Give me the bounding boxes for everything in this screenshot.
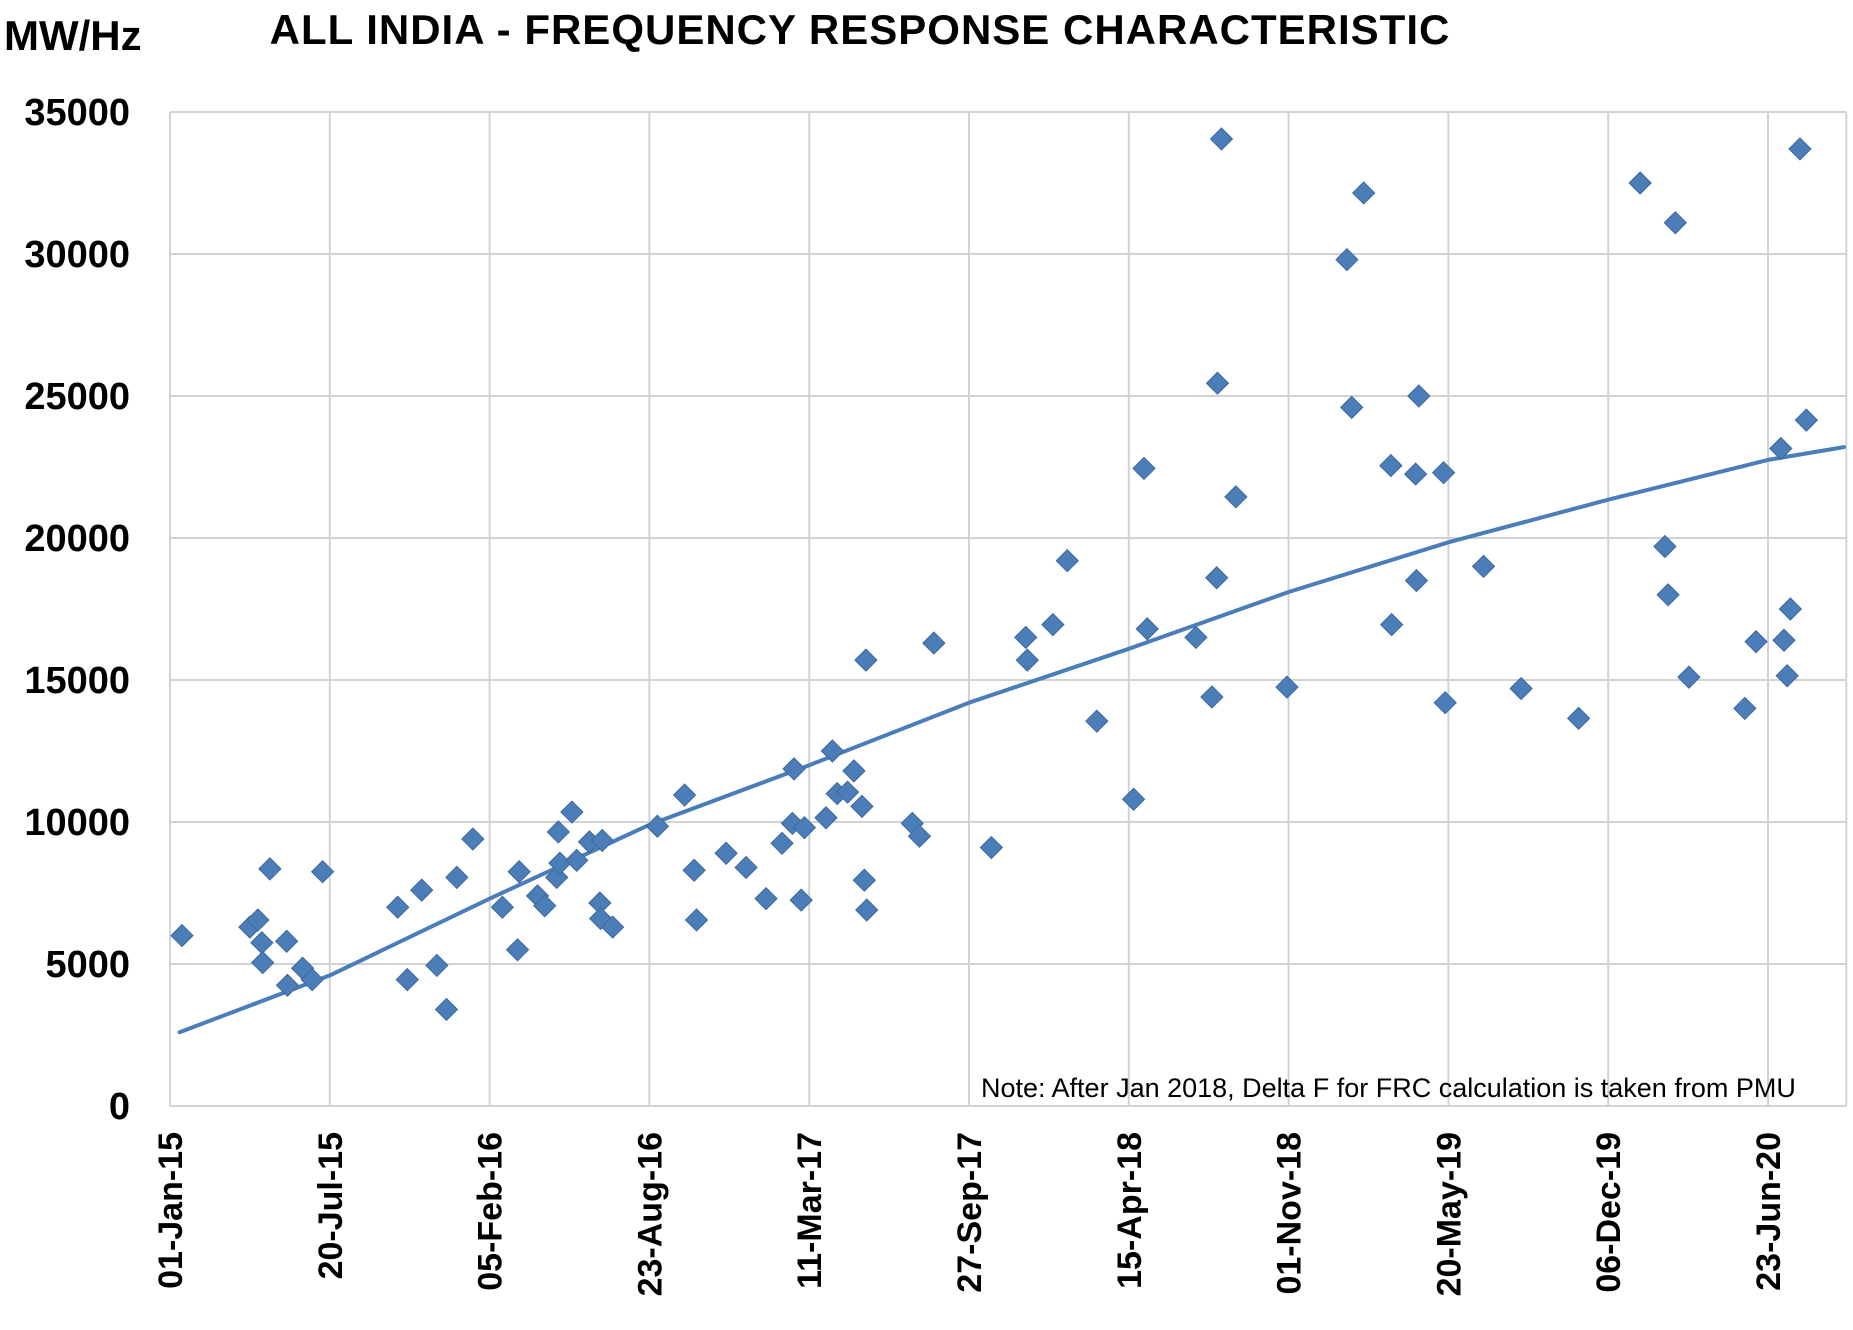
svg-text:15000: 15000 xyxy=(24,660,130,702)
svg-text:06-Dec-19: 06-Dec-19 xyxy=(1590,1132,1628,1293)
chart-title: ALL INDIA - FREQUENCY RESPONSE CHARACTER… xyxy=(269,6,1451,53)
svg-text:25000: 25000 xyxy=(24,376,130,418)
svg-text:0: 0 xyxy=(109,1086,130,1128)
svg-text:5000: 5000 xyxy=(45,944,130,986)
svg-text:20-Jul-15: 20-Jul-15 xyxy=(312,1132,350,1279)
gridlines xyxy=(169,111,1848,1107)
svg-text:Note: After Jan 2018, Delta F: Note: After Jan 2018, Delta F for FRC ca… xyxy=(981,1073,1796,1103)
chart-note: Note: After Jan 2018, Delta F for FRC ca… xyxy=(981,1073,1796,1103)
svg-text:20-May-19: 20-May-19 xyxy=(1430,1132,1468,1296)
data-points xyxy=(170,127,1819,1022)
svg-text:23-Jun-20: 23-Jun-20 xyxy=(1750,1132,1788,1291)
y-axis-unit-label: MW/Hz xyxy=(4,12,142,59)
svg-text:20000: 20000 xyxy=(24,518,130,560)
svg-text:30000: 30000 xyxy=(24,234,130,276)
svg-text:10000: 10000 xyxy=(24,802,130,844)
svg-text:05-Feb-16: 05-Feb-16 xyxy=(472,1132,510,1291)
x-axis-tick-labels: 01-Jan-15 20-Jul-15 05-Feb-16 23-Aug-16 11-M… xyxy=(152,1132,1788,1296)
svg-text:15-Apr-18: 15-Apr-18 xyxy=(1111,1132,1149,1289)
svg-text:35000: 35000 xyxy=(24,92,130,134)
svg-text:01-Jan-15: 01-Jan-15 xyxy=(152,1132,190,1289)
y-axis-tick-labels: 0 5000 10000 15000 20000 25000 30000 35000 xyxy=(24,92,130,1128)
trend-line xyxy=(177,445,1846,1035)
svg-text:01-Nov-18: 01-Nov-18 xyxy=(1271,1132,1309,1295)
svg-text:27-Sep-17: 27-Sep-17 xyxy=(951,1132,989,1293)
svg-text:23-Aug-16: 23-Aug-16 xyxy=(631,1132,669,1296)
svg-text:11-Mar-17: 11-Mar-17 xyxy=(791,1132,829,1289)
